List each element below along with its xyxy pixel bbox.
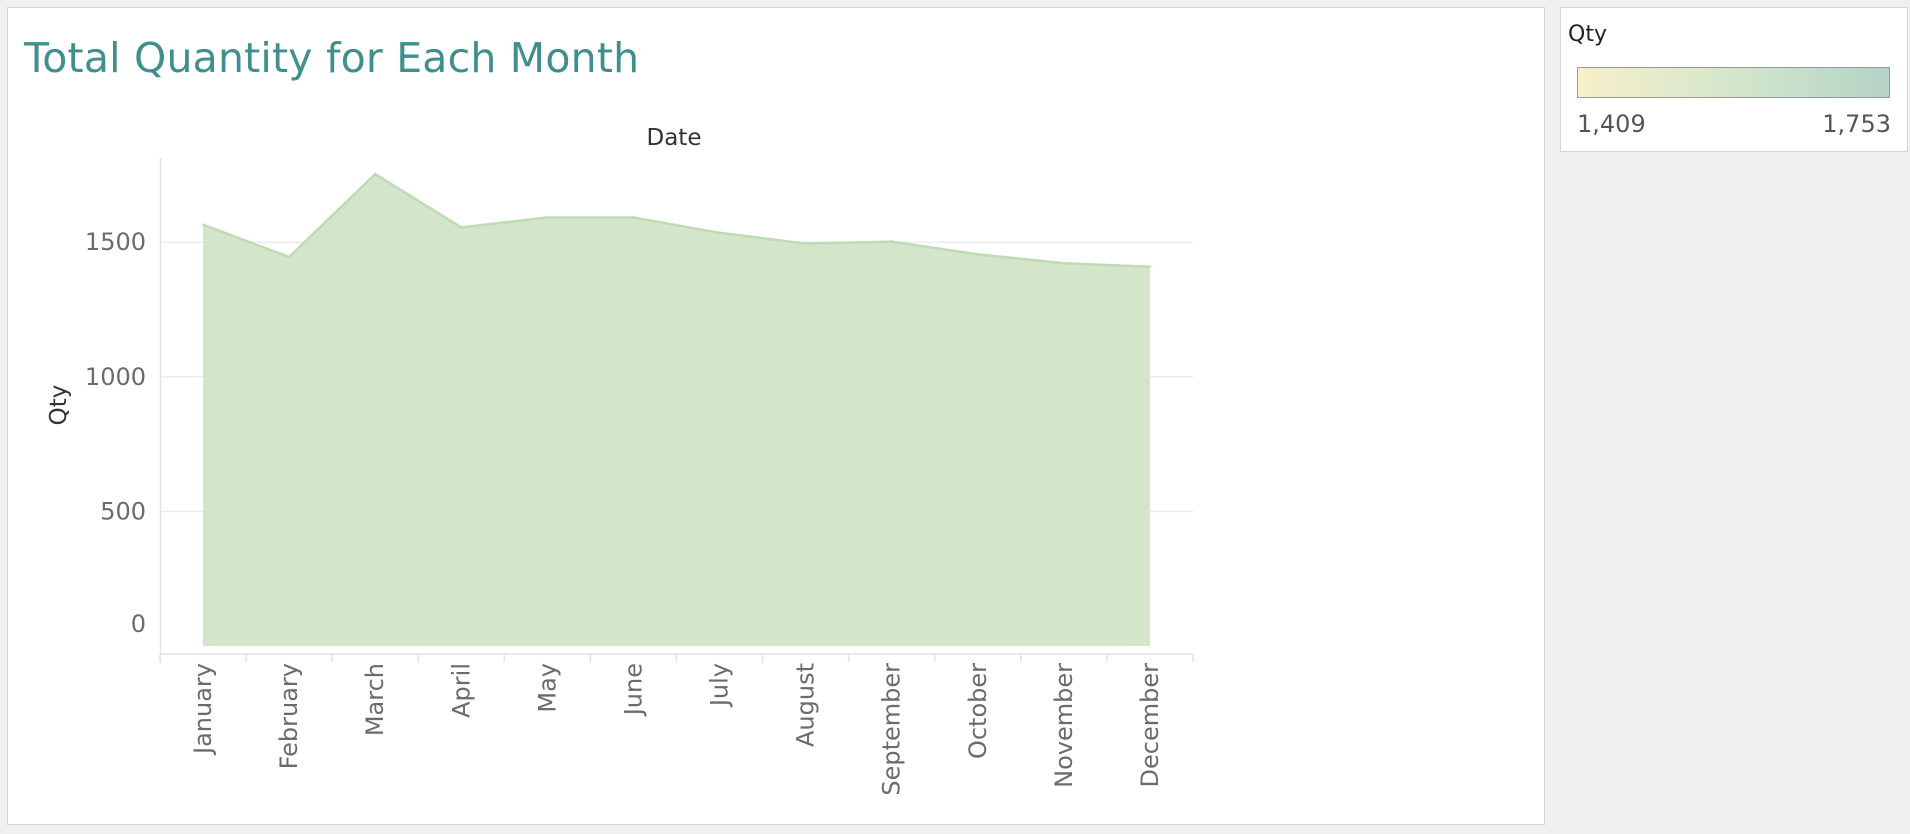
- legend-title: Qty: [1568, 22, 1607, 47]
- legend-color-ramp: [1577, 67, 1890, 98]
- x-tick-label: February: [275, 663, 303, 769]
- data-point: [374, 173, 377, 176]
- area-fill: [203, 174, 1150, 646]
- x-tick-label: January: [189, 663, 217, 756]
- data-point: [632, 216, 635, 219]
- data-point: [976, 253, 979, 256]
- x-tick-label: October: [964, 663, 992, 759]
- data-point: [1148, 265, 1151, 268]
- y-tick-label: 1000: [85, 363, 146, 391]
- data-point: [460, 226, 463, 229]
- y-tick-label: 500: [100, 497, 146, 525]
- legend-min-label: 1,409: [1577, 110, 1646, 138]
- legend-max-label: 1,753: [1822, 110, 1891, 138]
- data-point: [1062, 262, 1065, 265]
- data-point: [202, 223, 205, 226]
- data-point: [718, 231, 721, 234]
- data-point: [546, 216, 549, 219]
- x-tick-label: December: [1136, 663, 1164, 788]
- y-axis-title: Qty: [46, 385, 72, 426]
- x-tick-label: November: [1050, 663, 1078, 788]
- x-tick-label: September: [878, 663, 906, 796]
- y-tick-label: 1500: [85, 228, 146, 256]
- x-tick-label: July: [706, 663, 734, 708]
- x-tick-label: August: [792, 663, 820, 747]
- chart-panel: Total Quantity for Each Month 0 500 1000 15…: [7, 7, 1545, 825]
- area-chart: 0 500 1000 1500 January February March April May…: [8, 8, 1546, 826]
- data-point: [804, 242, 807, 245]
- color-legend[interactable]: Qty 1,409 1,753: [1560, 7, 1908, 152]
- x-tick-label: June: [619, 663, 647, 717]
- x-tick-label: April: [447, 663, 475, 718]
- data-point: [890, 240, 893, 243]
- data-point: [288, 256, 291, 259]
- x-tick-label: March: [361, 663, 389, 736]
- x-tick-label: May: [533, 663, 561, 713]
- x-axis-title: Date: [647, 125, 702, 151]
- area-series: [202, 173, 1152, 646]
- y-tick-label: 0: [131, 610, 146, 638]
